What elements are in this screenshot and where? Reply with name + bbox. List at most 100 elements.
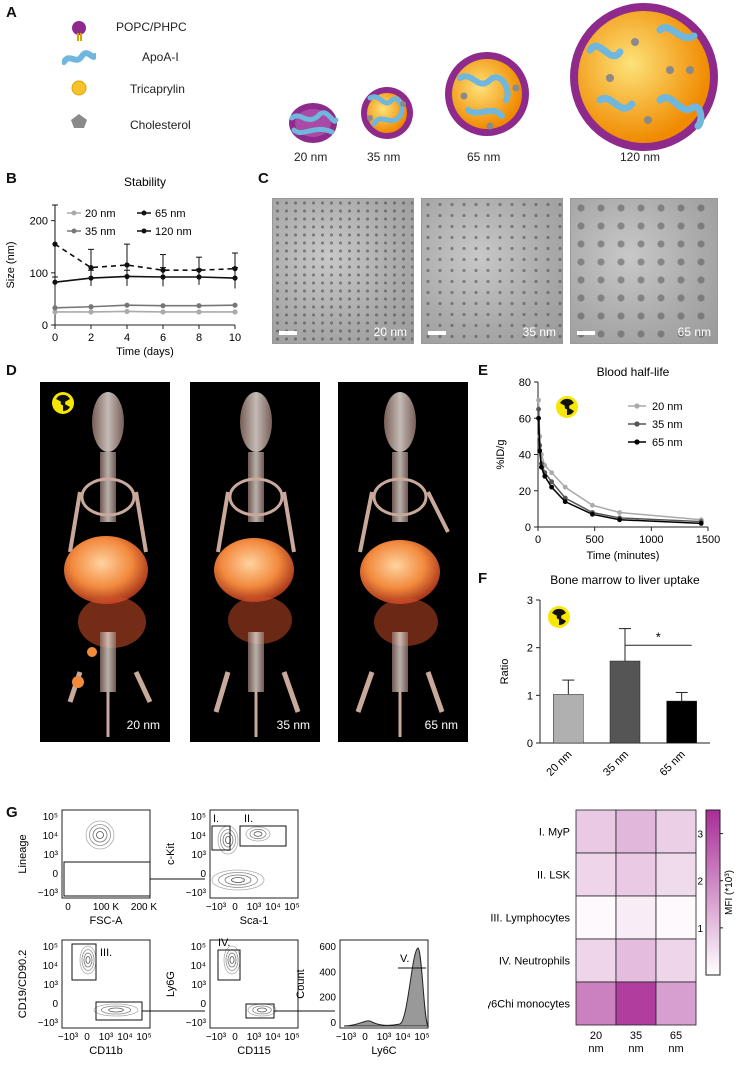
particle-65nm [445,52,529,136]
radioactive-icon [548,606,570,628]
pet-scan-20nm: 20 nm [40,382,170,742]
heatmap-row-label: V. Ly6Chi monocytes [488,999,570,1011]
y-tick-label: 0 [42,320,48,332]
y-axis-label: Ly6G [165,971,177,997]
y-tick-label: 10⁴ [43,831,58,842]
heatmap-cell [615,938,657,983]
legend-marker [71,228,77,234]
em-texture [571,199,717,343]
data-point [232,266,238,272]
panel-letter-a: A [6,4,17,21]
y-tick-label: 10⁴ [43,961,58,972]
heatmap-col-unit: nm [628,1043,643,1055]
density-contour [224,874,252,886]
em-label-20: 20 nm [373,325,407,339]
heatmap-cell [575,895,617,940]
density-contour [227,952,237,968]
density-contour [211,869,265,891]
y-tick-label: 0 [52,999,58,1010]
heatmap-cell [655,981,697,1026]
density-contour [92,827,108,843]
radioactive-center [556,614,562,620]
data-point [549,470,554,476]
flow-plot-frame [209,939,299,1029]
gate-label: III. [100,947,112,959]
tricaprylin-icon [71,80,87,96]
data-point [52,241,58,247]
heatmap-row-label: II. LSK [537,870,571,882]
data-point [88,304,94,310]
particle-120nm [570,3,718,151]
x-tick-label: 1000 [639,534,663,546]
x-tick-label: 6 [160,332,166,344]
x-tick-label: 10⁴ [395,1032,410,1043]
x-axis-label: Time (days) [116,346,174,358]
density-contour [218,872,258,888]
legend-marker [141,228,147,234]
y-tick-label: −10³ [186,888,207,899]
x-axis-label: CD11b [89,1045,122,1057]
x-tick-label: 200 K [131,902,157,913]
density-contour [231,877,245,883]
data-point [196,303,202,309]
data-point [542,473,548,479]
panel-letter-d: D [6,362,17,379]
legend-label: 35 nm [85,226,116,238]
x-axis-label: CD115 [237,1045,270,1057]
data-point [536,415,541,421]
y-tick-label: 0 [200,999,206,1010]
series-line [54,304,236,309]
x-tick-label: 10⁵ [414,1032,429,1043]
mouse-scan-image [213,392,301,737]
size-label-35: 35 nm [367,150,401,164]
x-axis-label: Ly6C [371,1045,396,1057]
x-tick-label: 0 [65,902,71,913]
data-point [232,309,238,315]
gate-label: IV. [218,937,230,949]
density-contour [222,832,234,848]
heatmap-cell [655,809,697,854]
x-tick-label: 10³ [99,1032,114,1043]
y-tick-label: −10³ [38,1018,59,1029]
colorbar [705,809,721,976]
y-axis-label: Lineage [17,834,29,873]
heatmap-col-unit: nm [588,1043,603,1055]
legend-label: 35 nm [652,419,683,431]
panel-a-legend-icons [62,21,96,128]
x-tick-label: 10⁴ [265,902,280,913]
data-point [539,464,544,470]
x-tick-label: 0 [535,534,541,546]
data-point [536,397,541,403]
y-axis-label: CD19/CD90.2 [17,950,29,1018]
data-point [549,479,554,485]
scan-label-65: 65 nm [424,718,458,732]
heatmap-cell [615,809,657,854]
x-tick-label: 0 [232,902,238,913]
y-tick-label: 200 [319,993,336,1004]
data-point [88,265,94,271]
density-contour [93,1003,139,1017]
data-point [698,520,704,526]
heatmap-col-label: 35 [630,1030,642,1042]
x-tick-label: −10³ [58,1032,79,1043]
density-contour [96,831,104,839]
x-tick-label: 0 [362,1032,368,1043]
data-point [562,495,568,501]
em-image-20nm: 20 nm [272,198,414,344]
y-tick-label: 10⁵ [191,812,206,823]
y-tick-label: 10⁴ [191,831,206,842]
phospholipid-icon [72,21,86,41]
em-image-65nm: 65 nm [570,198,718,344]
y-tick-label: 0 [200,869,206,880]
x-tick-label: −10³ [206,902,227,913]
gate-box [211,825,231,851]
panel-letter-e: E [478,362,489,379]
bar [609,660,641,744]
em-texture [422,199,562,343]
category-label: 35 nm [601,749,631,779]
data-point [52,309,58,315]
cholesterol-icon [71,114,87,128]
panel-letter-g: G [6,804,18,821]
y-tick-label: 10³ [192,980,207,991]
